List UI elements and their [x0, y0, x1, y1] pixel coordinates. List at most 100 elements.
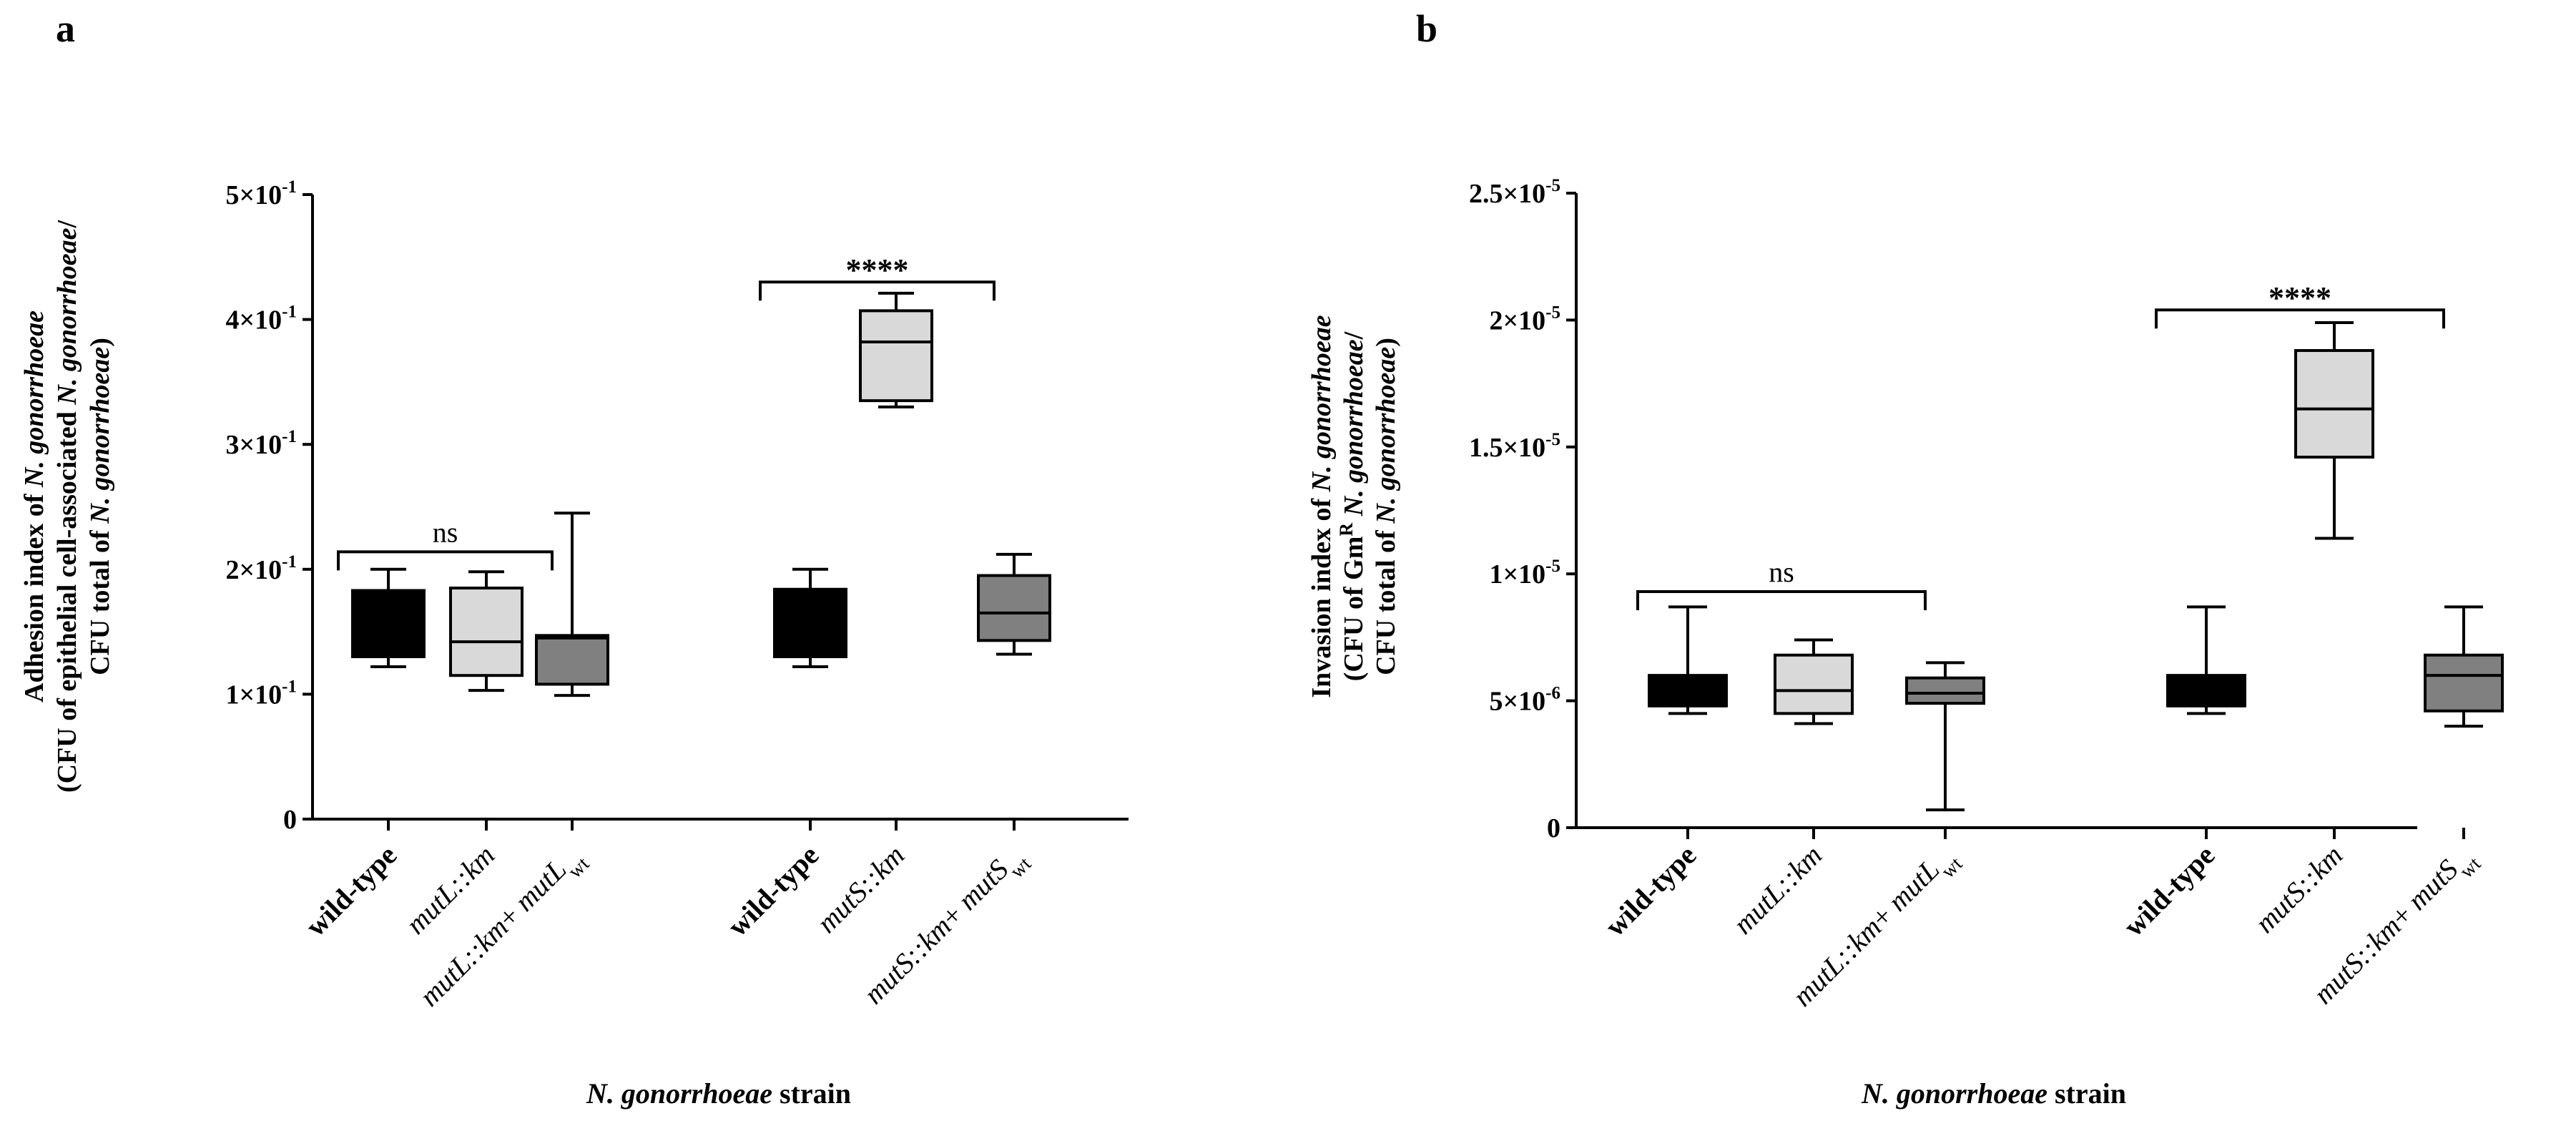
box-iqr	[1905, 676, 1985, 705]
panel-b-x-category-label: mutL::km	[1727, 839, 1829, 941]
panel-b-y-tick-exponent: -6	[1545, 684, 1560, 703]
panel-b-y-axis-title-run: N. gonorrhoeae	[1339, 339, 1369, 516]
panel-a-x-category-label: wild-type	[299, 839, 403, 943]
panel-b-x-category-label: wild-type	[2117, 839, 2221, 943]
panel-b-y-tick-label: 2×10-5	[1490, 303, 1560, 336]
panel-a-y-tick-label: 1×10-1	[226, 677, 297, 710]
panel-a-x-axis-title-run: N. gonorrhoeae	[586, 1077, 772, 1110]
panel-a-y-tick-exponent: -1	[282, 427, 297, 446]
panel-b-x-category-label: mutS::km	[2248, 839, 2349, 939]
panel-a-y-axis-title-run: N. gonorrhoeae	[85, 347, 115, 524]
panel-a-x-axis-title-run: strain	[772, 1077, 851, 1110]
panel-a-y-axis-title-line: (CFU of epithelial cell-associated N. go…	[52, 220, 82, 793]
panel-b-box-4	[2166, 605, 2246, 715]
panel-b-y-tick-exponent: -5	[1545, 303, 1560, 322]
panel-a-y-tick-label: 3×10-1	[226, 427, 297, 460]
box-iqr	[2294, 348, 2374, 459]
box-iqr	[773, 587, 847, 659]
box-iqr	[449, 586, 523, 677]
panel-a-x-category-run: mutS::km	[810, 839, 910, 939]
panel-a-y-axis-title-run: /	[52, 220, 82, 229]
panel-b-x-category-run: mutS::km	[2248, 839, 2349, 939]
panel-b-x-axis-title-run: N. gonorrhoeae	[1861, 1077, 2047, 1110]
panel-a-box-6	[977, 552, 1051, 656]
panel-a-significance-label: ****	[846, 253, 909, 288]
panel-b-y-axis-title-run: /	[1339, 331, 1369, 340]
panel-a-y-tick-mantissa: 3×10	[226, 430, 282, 460]
panel-label-b: b	[1416, 7, 1437, 50]
panel-b-y-tick-mantissa: 2×10	[1490, 305, 1546, 336]
panel-b-significance-bracket	[2155, 308, 2445, 329]
panel-b-y-axis-title-run: Invasion index of	[1307, 491, 1337, 697]
panel-b-y-tick-mantissa: 1×10	[1490, 559, 1546, 589]
panel-a-y-axis-title-run: N. gonorrhoeae	[52, 227, 82, 405]
panel-a-x-axis-title: N. gonorrhoeae strain	[586, 1077, 851, 1110]
panel-b-x-category-run: wild-type	[1598, 839, 1702, 943]
panel-a-y-tick-exponent: -1	[282, 303, 297, 322]
panel-b-box-2	[1774, 638, 1854, 725]
panel-a-x-category-label: wild-type	[721, 839, 825, 943]
panel-a-y-tick-label: 0	[283, 805, 297, 835]
box-iqr	[351, 589, 426, 659]
panel-a-box-1	[351, 567, 426, 668]
panel-b-chart: 05×10-61×10-51.5×10-52×10-52.5×10-5wild-…	[1307, 176, 2504, 1110]
panel-a-y-tick-mantissa: 2×10	[226, 555, 282, 585]
panel-a-y-tick-exponent: -1	[282, 177, 297, 197]
panel-a-chart: 01×10-12×10-13×10-14×10-15×10-1wild-type…	[19, 177, 1129, 1110]
panel-b-x-category-run: mutL::km	[1727, 839, 1829, 941]
box-iqr	[1774, 653, 1854, 715]
panel-a-y-axis-title-run: (CFU of epithelial cell-associated	[52, 405, 82, 793]
panel-a-significance-bracket	[337, 550, 554, 571]
box-iqr	[859, 309, 933, 403]
panel-a-box-3	[535, 511, 609, 697]
panel-b-x-axis-title-run: strain	[2047, 1077, 2126, 1110]
panel-a-x-category-run: wild-type	[299, 839, 403, 943]
panel-b-x-category-run: mutL::km	[1786, 911, 1888, 1013]
box-iqr	[2424, 653, 2504, 713]
panel-a-x-category-label: mutL::km+ mutLwt	[413, 838, 594, 1019]
panel-b-y-axis-title-run: N. gonorrhoeae	[1371, 347, 1401, 524]
panel-b-y-tick-label: 1.5×10-5	[1469, 430, 1560, 463]
panel-b-y-tick-mantissa: 0	[1547, 813, 1560, 843]
panel-b-box-1	[1648, 605, 1728, 715]
panel-b-y-axis-title-run: N. gonorrhoeae	[1307, 315, 1337, 492]
panel-a-box-5	[859, 291, 933, 408]
panel-b-y-axis-title-line: Invasion index of N. gonorrhoeae	[1307, 315, 1337, 697]
panel-a-y-tick-mantissa: 0	[283, 805, 297, 835]
panel-b-x-category-run: mutS::km	[2307, 910, 2407, 1010]
panel-b-y-tick-exponent: -5	[1545, 430, 1560, 449]
panel-a-y-tick-exponent: -1	[282, 552, 297, 572]
panel-b-y-axis-title-line: CFU total of N. gonorrhoeae)	[1371, 338, 1401, 675]
panel-b-y-tick-label: 0	[1547, 813, 1560, 843]
panel-b-y-tick-exponent: -5	[1545, 557, 1560, 576]
panel-a-y-tick-label: 4×10-1	[226, 303, 297, 336]
panel-a-y-tick-label: 2×10-1	[226, 552, 297, 585]
panel-b-x-axis-title: N. gonorrhoeae strain	[1861, 1077, 2126, 1110]
panel-a-box-2	[449, 570, 523, 692]
panel-a-y-axis-title-run: N. gonorrhoeae	[19, 310, 49, 488]
panel-b-box-6	[2424, 605, 2504, 728]
panel-a-x-category-run: mutS::km	[857, 910, 958, 1010]
panel-b-y-axis-title-run: R	[1336, 523, 1357, 537]
panel-a-y-tick-mantissa: 1×10	[226, 680, 282, 710]
panel-b-x-category-label: wild-type	[1598, 839, 1702, 943]
box-iqr	[2166, 674, 2246, 708]
box-iqr	[977, 574, 1051, 642]
panel-a-y-axis-title-run: CFU total of	[85, 524, 115, 675]
panel-a-y-axis-title-run: Adhesion index of	[19, 487, 49, 702]
panel-a-y-tick-mantissa: 4×10	[226, 305, 282, 336]
panel-b-y-tick-label: 5×10-6	[1490, 684, 1560, 717]
panel-a-y-axis-title-run: )	[85, 338, 115, 347]
box-iqr	[535, 634, 609, 686]
panel-b-significance-label: ****	[2268, 280, 2331, 315]
panel-b-y-axis-title-run	[1339, 516, 1369, 523]
panel-b-y-tick-mantissa: 2.5×10	[1469, 179, 1545, 209]
panel-b-significance-bracket	[1636, 590, 1927, 611]
panel-b-y-axis-title-run: (CFU of Gm	[1339, 537, 1369, 682]
panel-b-y-axis-title-run: CFU total of	[1371, 524, 1401, 675]
panel-b-x-category-run: wild-type	[2117, 839, 2221, 943]
panel-b-y-tick-label: 1×10-5	[1490, 557, 1560, 589]
panel-a-x-category-run: wild-type	[721, 839, 825, 943]
panel-label-a: a	[56, 7, 75, 50]
